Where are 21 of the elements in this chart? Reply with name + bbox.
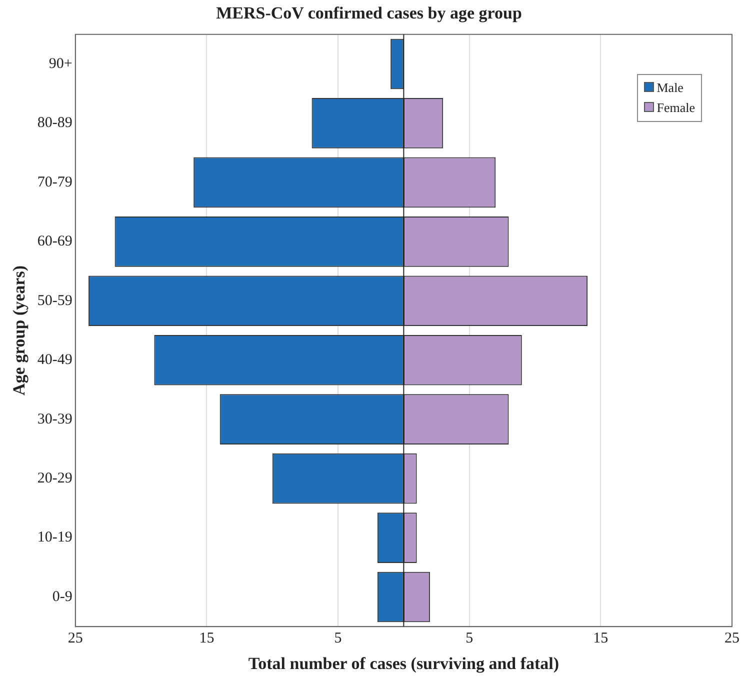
chart-title: MERS-CoV confirmed cases by age group	[216, 4, 522, 23]
y-tick-label: 70-79	[37, 174, 72, 190]
y-tick-label: 80-89	[37, 115, 72, 132]
legend-label: Male	[656, 80, 684, 96]
x-tick-label: 15	[593, 630, 608, 647]
y-tick-label: 40-49	[37, 352, 72, 368]
x-tick-label: 25	[724, 630, 740, 647]
y-tick-label: 20-29	[37, 470, 72, 486]
y-axis-title: Age group (years)	[10, 266, 29, 396]
y-tick-label: 60-69	[37, 234, 72, 250]
x-axis-title: Total number of cases (surviving and fatal)	[248, 654, 560, 674]
y-tick-label: 30-39	[37, 411, 72, 428]
x-tick-label: 5	[466, 630, 474, 647]
y-tick-label: 10-19	[37, 530, 72, 546]
y-tick-label: 90+	[48, 56, 72, 72]
x-tick-label: 15	[199, 630, 214, 647]
y-tick-label: 0-9	[52, 588, 72, 605]
x-tick-label: 5	[334, 630, 342, 647]
x-tick-label: 25	[68, 630, 83, 647]
y-tick-label: 50-59	[37, 292, 72, 309]
legend-label: Female	[656, 100, 695, 116]
